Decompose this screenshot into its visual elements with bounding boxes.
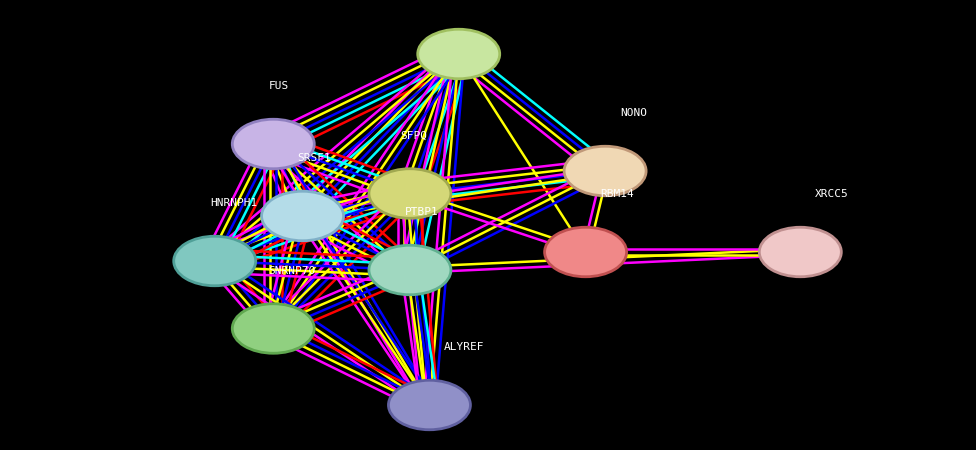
- Ellipse shape: [564, 146, 646, 196]
- Text: NONO: NONO: [620, 108, 647, 118]
- Ellipse shape: [232, 304, 314, 353]
- Text: ALYREF: ALYREF: [444, 342, 484, 352]
- Ellipse shape: [388, 380, 470, 430]
- Ellipse shape: [545, 227, 627, 277]
- Ellipse shape: [232, 119, 314, 169]
- Text: FUS: FUS: [268, 81, 289, 91]
- Text: RBM14: RBM14: [600, 189, 634, 199]
- Ellipse shape: [369, 245, 451, 295]
- Text: HNRNPH1: HNRNPH1: [210, 198, 257, 208]
- Ellipse shape: [759, 227, 841, 277]
- Text: SNRNP70: SNRNP70: [268, 266, 315, 276]
- Ellipse shape: [418, 29, 500, 79]
- Text: SRSF1: SRSF1: [298, 153, 332, 163]
- Text: XRCC5: XRCC5: [815, 189, 849, 199]
- Ellipse shape: [369, 169, 451, 218]
- Text: PTBP1: PTBP1: [405, 207, 439, 217]
- Ellipse shape: [262, 191, 344, 241]
- Ellipse shape: [174, 236, 256, 286]
- Text: SFPQ: SFPQ: [400, 131, 427, 141]
